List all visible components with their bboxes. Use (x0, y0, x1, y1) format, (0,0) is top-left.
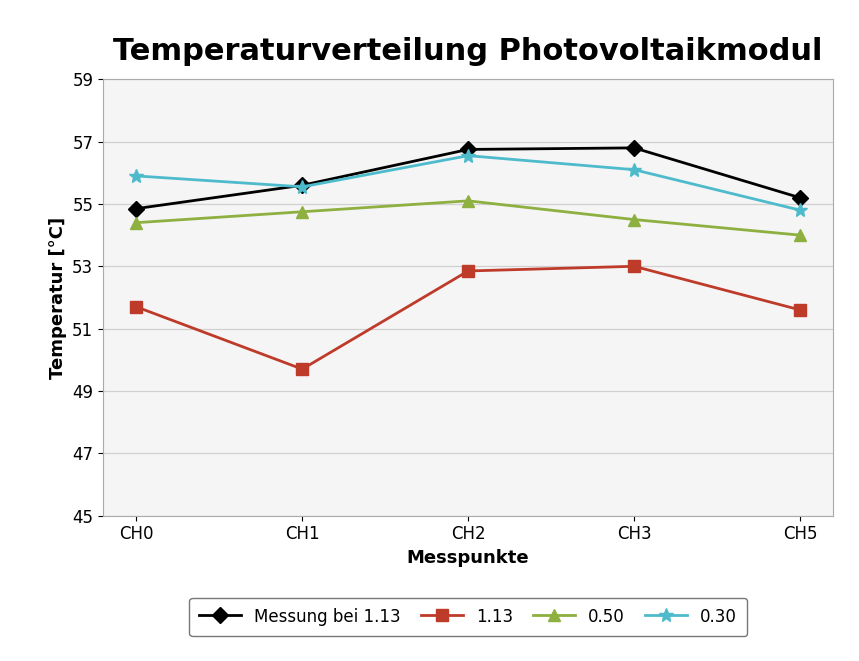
0.50 (795, 231, 805, 239)
Messung bei 1.13 (629, 144, 639, 152)
0.30 (131, 172, 142, 180)
Line: 1.13: 1.13 (131, 260, 806, 375)
0.50 (131, 219, 142, 227)
Title: Temperaturverteilung Photovoltaikmodul: Temperaturverteilung Photovoltaikmodul (113, 37, 823, 66)
0.50 (297, 208, 308, 215)
1.13 (795, 306, 805, 314)
0.30 (629, 166, 639, 174)
Messung bei 1.13 (463, 145, 473, 153)
Line: 0.50: 0.50 (131, 195, 806, 241)
1.13 (463, 267, 473, 275)
1.13 (629, 262, 639, 270)
Messung bei 1.13 (795, 194, 805, 202)
Line: Messung bei 1.13: Messung bei 1.13 (131, 142, 806, 214)
0.30 (463, 151, 473, 159)
X-axis label: Messpunkte: Messpunkte (407, 549, 529, 567)
Line: 0.30: 0.30 (130, 149, 807, 217)
1.13 (297, 365, 308, 373)
1.13 (131, 303, 142, 311)
Legend: Messung bei 1.13, 1.13, 0.50, 0.30: Messung bei 1.13, 1.13, 0.50, 0.30 (190, 598, 746, 637)
0.30 (795, 206, 805, 214)
0.50 (463, 197, 473, 205)
0.30 (297, 183, 308, 191)
Y-axis label: Temperatur [°C]: Temperatur [°C] (49, 216, 67, 379)
Messung bei 1.13 (131, 205, 142, 213)
0.50 (629, 215, 639, 223)
Messung bei 1.13 (297, 181, 308, 189)
